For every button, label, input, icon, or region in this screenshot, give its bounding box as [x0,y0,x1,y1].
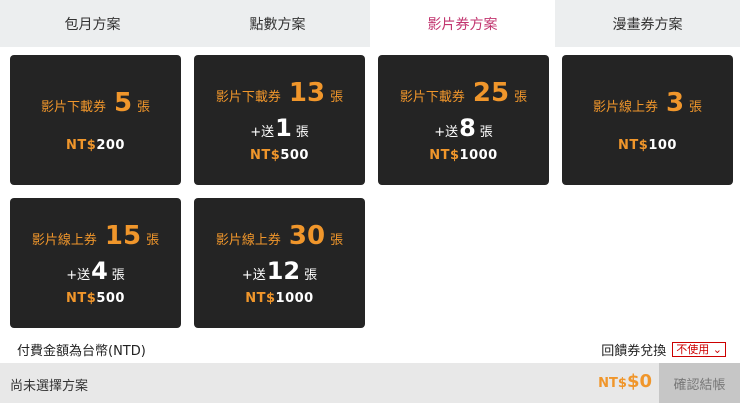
checkout-bar: 尚未選擇方案 NT$$0 確認結帳 [0,363,740,403]
plan-price: NT$500 [250,147,309,163]
selection-status: 尚未選擇方案 [10,379,89,394]
plan-card[interactable]: 影片下載券 5 張 NT$200 [10,55,181,185]
plan-price: NT$500 [66,290,125,306]
plan-title: 影片下載券 25 張 [399,77,528,108]
plan-tabs: 包月方案 點數方案 影片券方案 漫畫券方案 [0,0,740,47]
plan-title: 影片線上券 3 張 [592,87,703,118]
coupon-exchange: 回饋券兌換 不使用 ⌄ [601,340,726,359]
plan-title: 影片下載券 5 張 [40,87,151,118]
tab-3[interactable]: 漫畫券方案 [612,16,683,33]
tab-2[interactable]: 影片券方案 [370,0,555,47]
coupon-select[interactable]: 不使用 ⌄ [672,342,726,357]
tab-1[interactable]: 點數方案 [249,16,306,33]
plan-title: 影片線上券 30 張 [215,220,344,251]
plan-price: NT$1000 [429,147,498,163]
currency-note: 付費金額為台幣(NTD) [17,344,146,359]
confirm-checkout-button[interactable]: 確認結帳 [659,363,740,403]
coupon-label: 回饋券兌換 [601,344,667,359]
plan-card[interactable]: 影片線上券 15 張 +送 4 張 NT$500 [10,198,181,328]
plan-price: NT$200 [66,137,125,153]
plan-title: 影片線上券 15 張 [31,220,160,251]
plan-title: 影片下載券 13 張 [215,77,344,108]
plan-card[interactable]: 影片下載券 25 張 +送 8 張 NT$1000 [378,55,549,185]
plan-bonus: +送 1 張 [250,113,309,142]
plan-card[interactable]: 影片下載券 13 張 +送 1 張 NT$500 [194,55,365,185]
plan-card[interactable]: 影片線上券 3 張 NT$100 [562,55,733,185]
total-amount: NT$$0 [598,371,652,392]
tab-0[interactable]: 包月方案 [64,16,121,33]
plan-card[interactable]: 影片線上券 30 張 +送 12 張 NT$1000 [194,198,365,328]
chevron-down-icon: ⌄ [712,343,722,356]
plan-bonus: +送 12 張 [241,256,318,285]
plan-bonus: +送 8 張 [434,113,493,142]
plan-bonus: +送 4 張 [66,256,125,285]
plan-price: NT$100 [618,137,677,153]
plan-price: NT$1000 [245,290,314,306]
